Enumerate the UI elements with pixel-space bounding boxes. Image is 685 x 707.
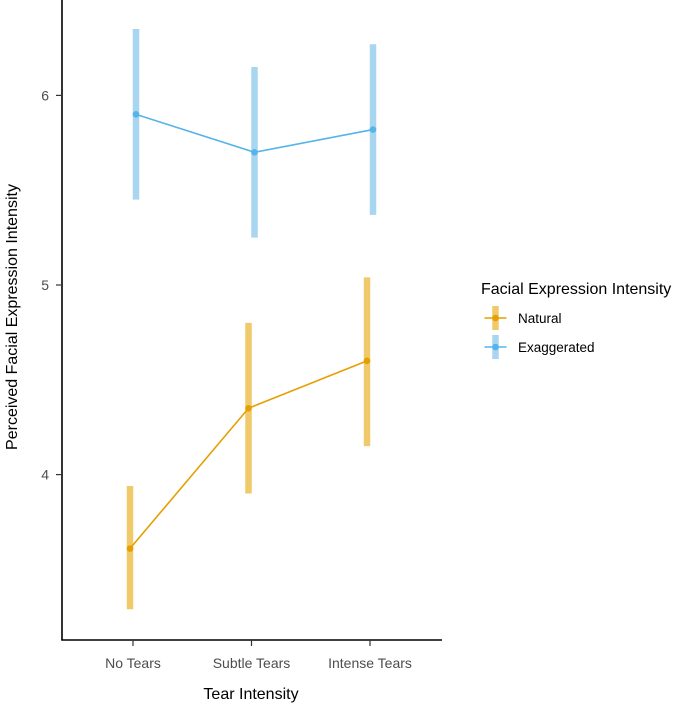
y-ticks: 4 5 6	[41, 87, 62, 483]
x-tick-label: Intense Tears	[328, 655, 412, 671]
x-tick-label: Subtle Tears	[213, 655, 291, 671]
data-point	[245, 404, 252, 412]
data-point	[251, 148, 258, 156]
data-point	[132, 111, 140, 118]
plot-area	[126, 29, 377, 610]
legend-title: Facial Expression Intensity	[481, 281, 671, 298]
legend-key-exaggerated: Exaggerated	[484, 335, 595, 359]
legend: Facial Expression Intensity Natural Exagg…	[481, 281, 671, 359]
data-point	[126, 545, 134, 552]
y-axis-title: Perceived Facial Expression Intensity	[4, 184, 21, 450]
x-axis-title: Tear Intensity	[203, 686, 298, 703]
data-point	[369, 126, 377, 133]
legend-label: Natural	[518, 311, 562, 326]
y-tick-label: 4	[41, 467, 49, 483]
x-ticks: No Tears Subtle Tears Intense Tears	[105, 640, 412, 671]
legend-point-swatch	[492, 343, 499, 351]
y-tick-label: 5	[41, 277, 49, 293]
series-exaggerated	[132, 29, 377, 238]
y-tick-label: 6	[41, 87, 49, 103]
legend-point-swatch	[492, 314, 499, 322]
series-natural	[126, 277, 371, 610]
data-point	[363, 357, 371, 365]
legend-key-natural: Natural	[484, 306, 562, 330]
legend-label: Exaggerated	[518, 340, 595, 355]
legend-keys: Natural Exaggerated	[484, 306, 595, 359]
x-tick-label: No Tears	[105, 655, 161, 671]
